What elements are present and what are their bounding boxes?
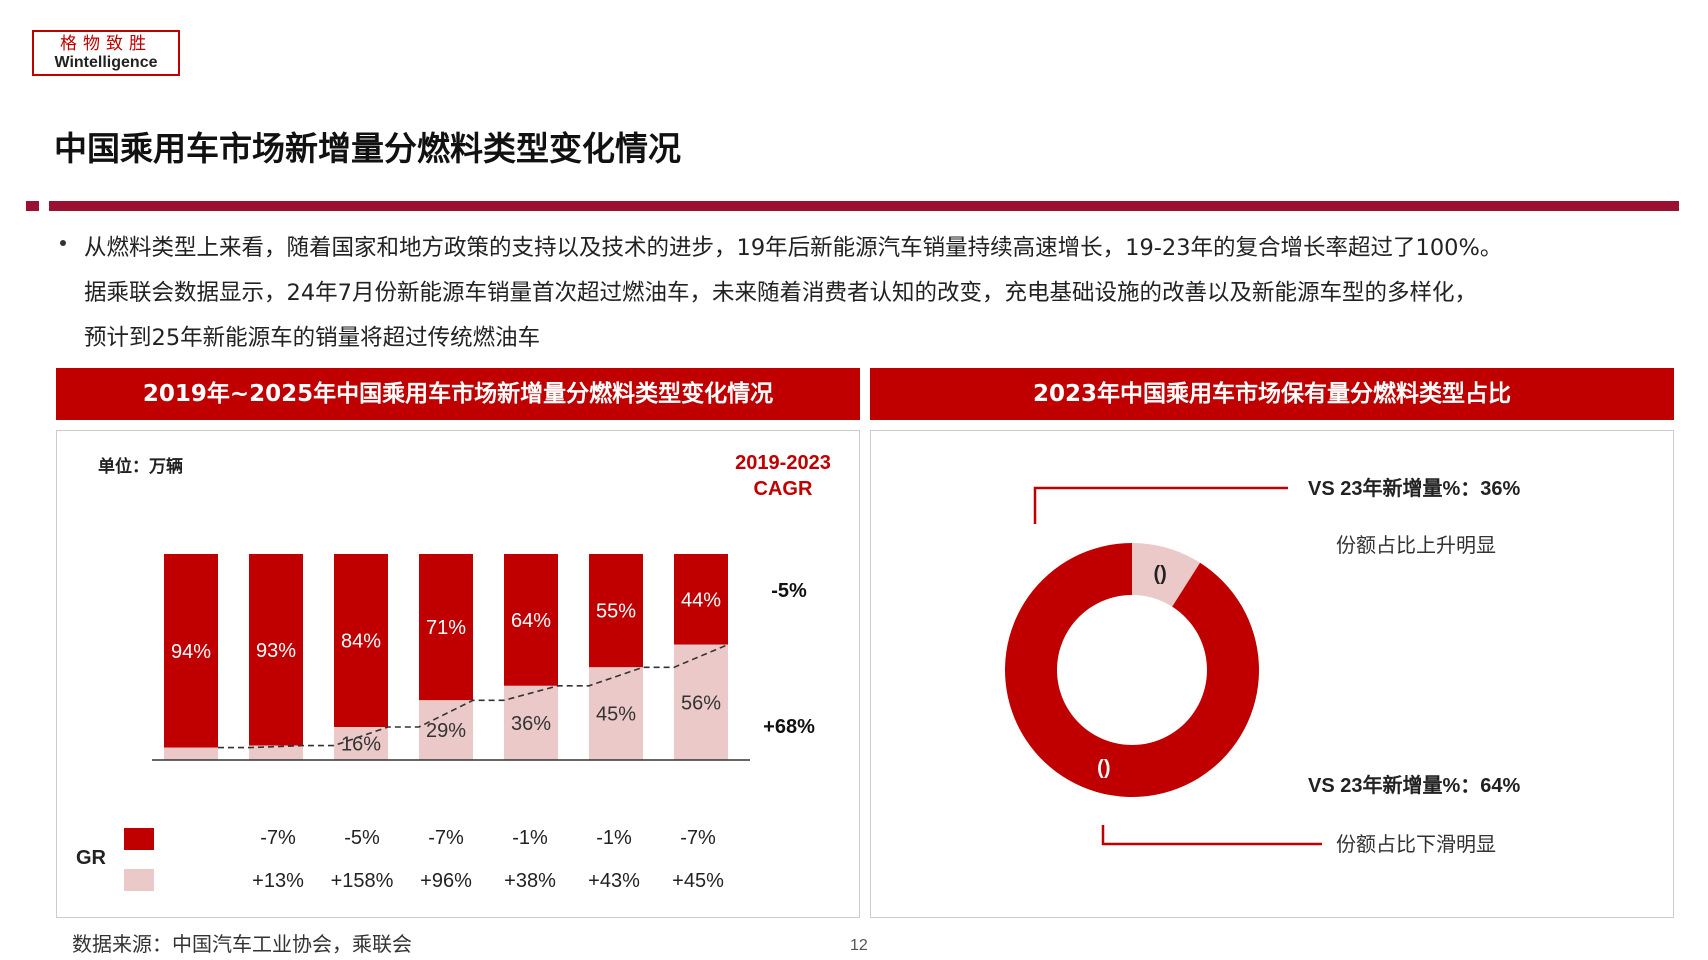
donut-slice-1	[1004, 543, 1259, 797]
top-callout-line	[1033, 486, 1288, 524]
bar-fuel-3	[419, 554, 473, 701]
gr-fuel-value-1: -5%	[344, 827, 380, 849]
logo-english-text: Wintelligence	[54, 54, 158, 71]
cagr-title-line1: 2019-2023	[735, 452, 831, 474]
gr-label: GR	[76, 847, 107, 869]
left-panel-header: 2019年~2025年中国乘用车市场新增量分燃料类型变化情况	[56, 368, 860, 420]
bar-fuel-1	[249, 554, 303, 746]
bar-fuel-4	[504, 554, 558, 686]
gr-nev-value-3: +38%	[504, 870, 556, 892]
bar-nev-0	[164, 747, 218, 760]
cagr-title-line2: CAGR	[754, 478, 813, 500]
bar-nev-label-2: 16%	[341, 734, 381, 756]
bar-fuel-label-3: 71%	[426, 617, 466, 639]
top-callout-subtitle: 份额占比上升明显	[1336, 534, 1496, 557]
bar-nev-1	[249, 745, 303, 760]
right-panel-box	[870, 430, 1674, 918]
bar-nev-3	[419, 700, 473, 760]
page-title: 中国乘用车市场新增量分燃料类型变化情况	[54, 129, 681, 168]
donut-chart: () () VS 23年新增量%：36% 份额占比上升明显 VS 23年新增量%：…	[1004, 476, 1521, 856]
top-callout-title: VS 23年新增量%：36%	[1308, 476, 1521, 500]
bar-nev-2	[334, 727, 388, 760]
donut-slice-label-1: ()	[1097, 757, 1110, 779]
gr-fuel-value-0: -7%	[260, 827, 296, 849]
logo-chinese-text: 格物致胜	[60, 34, 152, 54]
stacked-bar-chart: 单位：万辆 2019-2023 CAGR -5% +68% 94% 93% 84% 1…	[76, 452, 831, 892]
gr-nev-value-1: +158%	[331, 870, 394, 892]
bottom-callout-title: VS 23年新增量%：64%	[1308, 773, 1521, 797]
company-logo: 格物致胜 Wintelligence	[32, 30, 180, 76]
gr-nev-value-5: +45%	[672, 870, 724, 892]
cagr-nev-value: +68%	[763, 716, 815, 738]
gr-nev-value-0: +13%	[252, 870, 304, 892]
gr-nev-value-4: +43%	[588, 870, 640, 892]
bar-nev-label-6: 56%	[681, 692, 721, 714]
bar-fuel-label-2: 84%	[341, 631, 381, 653]
donut-slice-0	[1132, 543, 1201, 607]
bar-fuel-label-0: 94%	[171, 641, 211, 663]
gr-fuel-value-2: -7%	[428, 827, 464, 849]
gr-fuel-value-3: -1%	[512, 827, 548, 849]
bottom-callout-line	[1101, 825, 1322, 846]
bar-fuel-label-6: 44%	[681, 589, 721, 611]
gr-legend-fuel	[124, 828, 154, 850]
gr-fuel-value-5: -7%	[680, 827, 716, 849]
data-source-note: 数据来源：中国汽车工业协会，乘联会	[72, 932, 412, 956]
bar-fuel-0	[164, 554, 218, 748]
bar-fuel-label-4: 64%	[511, 610, 551, 632]
nev-share-trend-line	[218, 643, 729, 749]
bar-fuel-label-5: 55%	[596, 601, 636, 623]
bullet-dot	[60, 240, 66, 246]
gr-fuel-value-4: -1%	[596, 827, 632, 849]
bar-fuel-6	[674, 554, 728, 645]
bullet-line-1: 从燃料类型上来看，随着国家和地方政策的支持以及技术的进步，19年后新能源汽车销量…	[84, 235, 1503, 261]
cagr-fuel-value: -5%	[771, 580, 807, 602]
title-rule-marker	[26, 201, 39, 211]
bar-fuel-2	[334, 554, 388, 728]
gr-legend-nev	[124, 869, 154, 891]
donut-slice-label-0: ()	[1154, 563, 1167, 585]
page-number: 12	[850, 937, 868, 954]
bar-fuel-5	[589, 554, 643, 668]
bar-fuel-label-1: 93%	[256, 640, 296, 662]
unit-label: 单位：万辆	[98, 456, 183, 476]
title-rule	[49, 201, 1679, 211]
bar-nev-label-3: 29%	[426, 720, 466, 742]
bullet-line-2: 据乘联会数据显示，24年7月份新能源车销量首次超过燃油车，未来随着消费者认知的改…	[84, 280, 1477, 306]
gr-nev-value-2: +96%	[420, 870, 472, 892]
bullet-line-3: 预计到25年新能源车的销量将超过传统燃油车	[84, 325, 541, 351]
left-panel-box	[56, 430, 860, 918]
bottom-callout-subtitle: 份额占比下滑明显	[1336, 833, 1496, 856]
right-panel-header: 2023年中国乘用车市场保有量分燃料类型占比	[870, 368, 1674, 420]
bar-nev-label-5: 45%	[596, 704, 636, 726]
bar-nev-label-4: 36%	[511, 713, 551, 735]
